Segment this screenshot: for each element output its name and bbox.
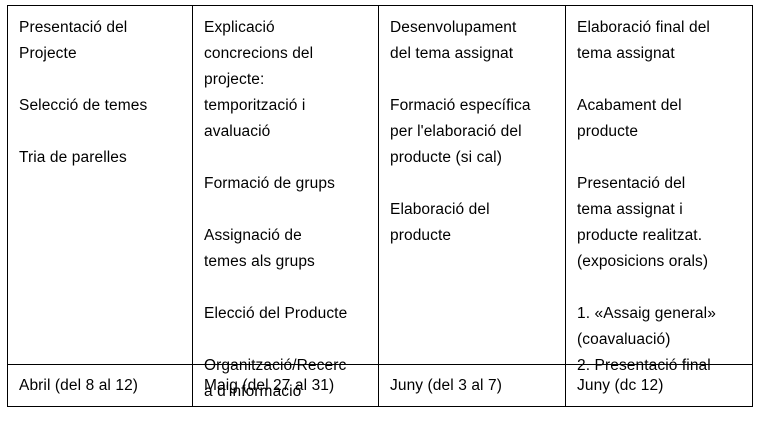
activity-block: Formació específica per l'elaboració del… bbox=[390, 97, 531, 166]
cell-content: Presentació del Projecte Selecció de tem… bbox=[8, 6, 192, 364]
date-label: Maig (del 27 al 31) bbox=[204, 377, 335, 394]
activity-block: Elecció del Producte bbox=[204, 305, 348, 322]
date-cell-column-2: Maig (del 27 al 31) bbox=[192, 364, 379, 407]
activity-block: Presentació del tema assignat i producte… bbox=[577, 175, 709, 270]
activities-cell-column-1: Presentació del Projecte Selecció de tem… bbox=[7, 5, 193, 365]
activity-block: Acabament del producte bbox=[577, 97, 682, 140]
cell-content: Abril (del 8 al 12) bbox=[8, 365, 192, 406]
activity-block: Explicació concrecions del projecte: tem… bbox=[204, 19, 314, 140]
activity-block: Selecció de temes bbox=[19, 97, 148, 114]
date-label: Juny (del 3 al 7) bbox=[390, 377, 502, 394]
cell-content: Maig (del 27 al 31) bbox=[193, 365, 378, 406]
activity-block: Elaboració del producte bbox=[390, 201, 490, 244]
date-cell-column-3: Juny (del 3 al 7) bbox=[378, 364, 566, 407]
activity-block: Organització/Recerc a d'informació bbox=[204, 357, 347, 400]
cell-content: Elaboració final del tema assignat Acaba… bbox=[566, 6, 752, 374]
activities-cell-column-3: Desenvolupament del tema assignat Formac… bbox=[378, 5, 566, 365]
activity-block: Tria de parelles bbox=[19, 149, 127, 166]
activity-block: Desenvolupament del tema assignat bbox=[390, 19, 517, 62]
cell-content: Explicació concrecions del projecte: tem… bbox=[193, 6, 378, 400]
activities-cell-column-2: Explicació concrecions del projecte: tem… bbox=[192, 5, 379, 400]
cell-content: Juny (del 3 al 7) bbox=[379, 365, 565, 406]
project-schedule-table: Presentació del Projecte Selecció de tem… bbox=[7, 5, 753, 407]
activity-block: Assignació de temes als grups bbox=[204, 227, 315, 270]
date-cell-column-4: Juny (dc 12) bbox=[565, 364, 753, 407]
activities-cell-column-4: Elaboració final del tema assignat Acaba… bbox=[565, 5, 753, 374]
table-row-activities: Presentació del Projecte Selecció de tem… bbox=[7, 5, 753, 400]
cell-content: Juny (dc 12) bbox=[566, 365, 752, 406]
table-row-dates: Abril (del 8 al 12) Maig (del 27 al 31) … bbox=[7, 364, 753, 407]
activity-block-numbered-list: 1. «Assaig general» (coavaluació) 2. Pre… bbox=[577, 305, 716, 374]
date-label: Juny (dc 12) bbox=[577, 377, 664, 394]
date-cell-column-1: Abril (del 8 al 12) bbox=[7, 364, 193, 407]
date-label: Abril (del 8 al 12) bbox=[19, 377, 139, 394]
activity-block: Formació de grups bbox=[204, 175, 335, 192]
cell-content: Desenvolupament del tema assignat Formac… bbox=[379, 6, 565, 364]
activity-block: Presentació del Projecte bbox=[19, 19, 128, 62]
activity-block: Elaboració final del tema assignat bbox=[577, 19, 710, 62]
